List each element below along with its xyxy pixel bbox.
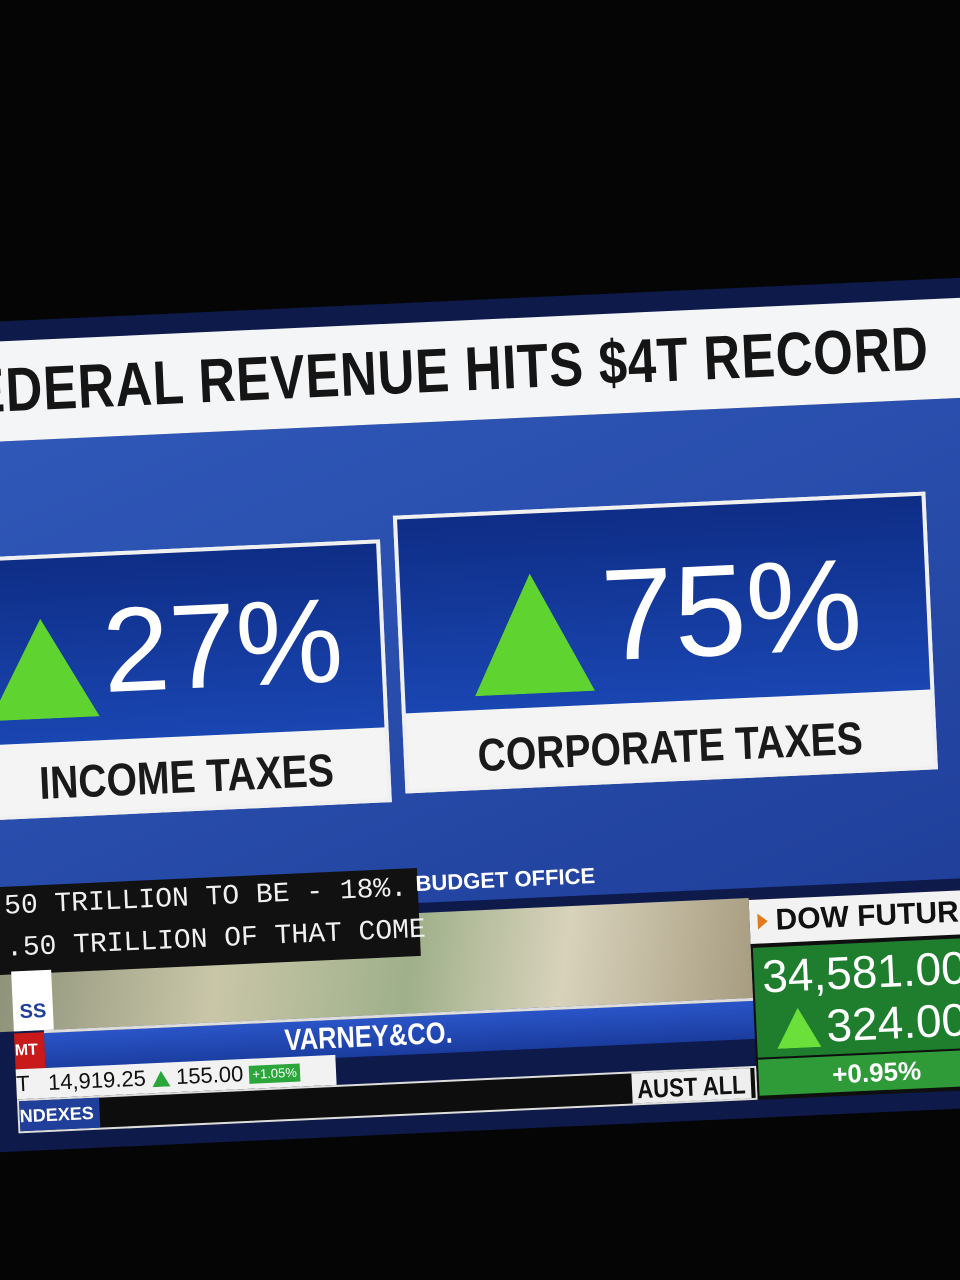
logo-text: SS (19, 999, 47, 1024)
ticker-change: 155.00 (175, 1061, 244, 1090)
stat-panel: 75% CORPORATE TAXES (392, 491, 938, 794)
tv-screen: EDERAL REVENUE HITS $4T RECORD 27% INCOM… (0, 277, 960, 1153)
dow-box: DOW FUTURES 34,581.00 324.00 +0.95% (748, 889, 960, 1100)
up-arrow (475, 573, 596, 697)
ticker-prefix: T (15, 1070, 31, 1097)
dow-change: 324.00 (825, 993, 960, 1052)
stat-label: CORPORATE TAXES (476, 711, 864, 782)
ticker-value: 14,919.25 (47, 1065, 147, 1095)
stat-value: 27% (99, 573, 346, 718)
stat-label: INCOME TAXES (38, 743, 335, 810)
dow-title: DOW FUTURES (748, 889, 960, 944)
up-arrow (0, 618, 100, 722)
stat-panel: 27% INCOME TAXES (0, 539, 392, 821)
ticker-right: AUST ALL (631, 1068, 752, 1104)
show-name: VARNEY&CO. (283, 1016, 454, 1058)
up-arrow (152, 1071, 171, 1088)
ticker-percent: +1.05% (249, 1063, 301, 1085)
index-ticker: T 14,919.25 155.00 +1.05% (15, 1054, 337, 1100)
section-tag: NDEXES (19, 1097, 101, 1132)
up-arrow (777, 1007, 822, 1049)
time-tag: MT (13, 1032, 46, 1070)
stat-value: 75% (598, 530, 865, 689)
network-logo: SS (11, 969, 54, 1032)
dow-body: 34,581.00 324.00 (752, 937, 960, 1058)
